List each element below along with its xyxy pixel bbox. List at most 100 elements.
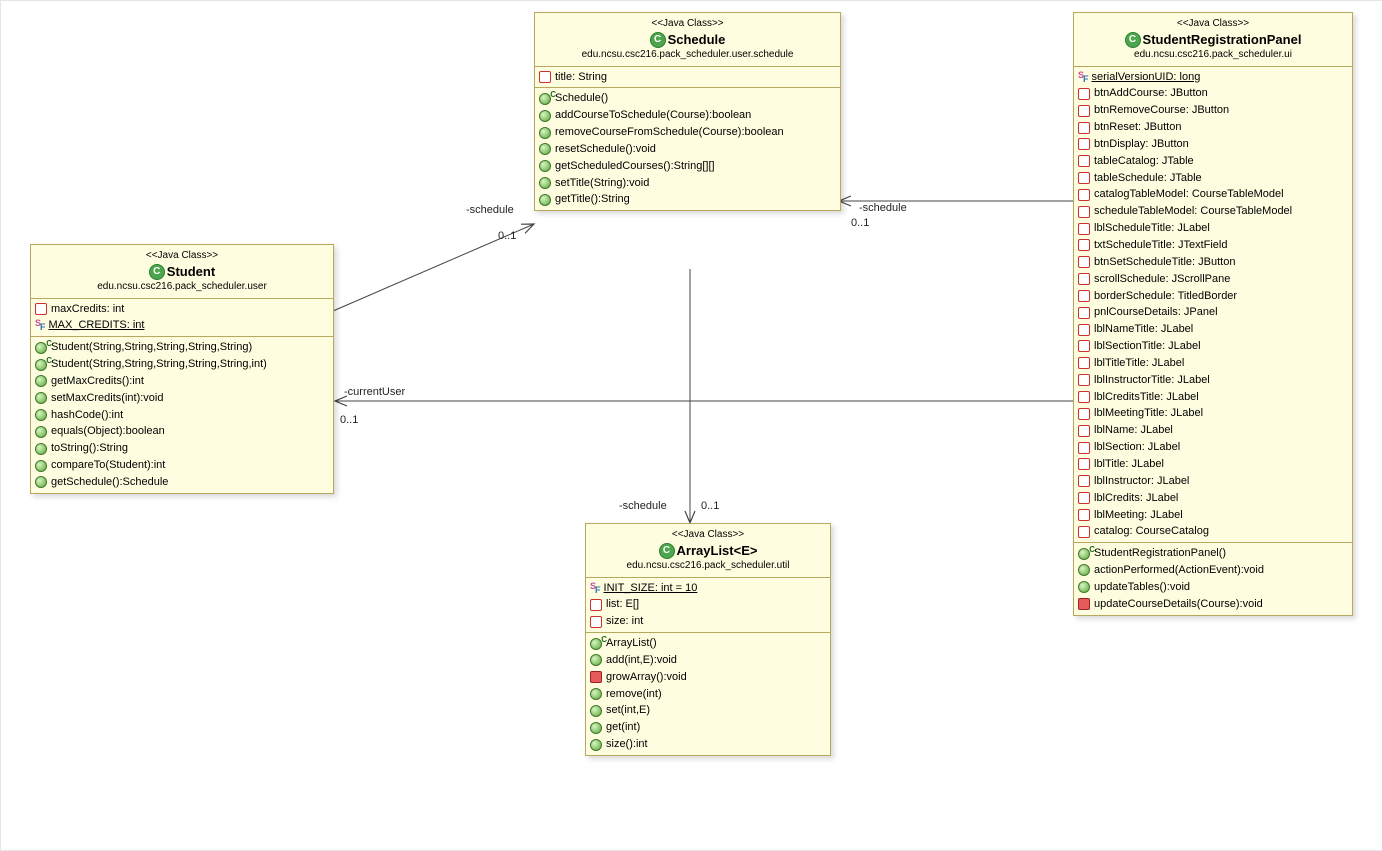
- package-text: edu.ncsu.csc216.pack_scheduler.util: [592, 559, 824, 573]
- attr-text: catalog: CourseCatalog: [1094, 524, 1209, 539]
- op-row: getTitle():String: [539, 191, 836, 208]
- op-text: ArrayList(): [606, 636, 657, 651]
- attr-row: lblInstructor: JLabel: [1078, 473, 1348, 490]
- class-header: <<Java Class>>CStudentRegistrationPanele…: [1074, 13, 1352, 66]
- class-arraylist: <<Java Class>>CArrayList<E>edu.ncsu.csc2…: [585, 523, 831, 756]
- attr-row: tableCatalog: JTable: [1078, 153, 1348, 170]
- op-row: Schedule(): [539, 90, 836, 107]
- attr-row: lblCredits: JLabel: [1078, 490, 1348, 507]
- attr-row: size: int: [590, 613, 826, 630]
- op-text: Student(String,String,String,String,Stri…: [51, 340, 252, 355]
- attr-text: lblNameTitle: JLabel: [1094, 322, 1193, 337]
- attr-row: serialVersionUID: long: [1078, 69, 1348, 86]
- op-text: getTitle():String: [555, 192, 630, 207]
- attr-text: MAX_CREDITS: int: [49, 318, 145, 333]
- op-row: updateTables():void: [1078, 579, 1348, 596]
- association-multiplicity: 0..1: [340, 414, 358, 426]
- attr-text: lblInstructorTitle: JLabel: [1094, 373, 1210, 388]
- op-row: equals(Object):boolean: [35, 423, 329, 440]
- association-multiplicity: 0..1: [701, 500, 719, 512]
- class-name: CStudent: [37, 263, 327, 281]
- attr-text: btnAddCourse: JButton: [1094, 86, 1208, 101]
- attr-text: borderSchedule: TitledBorder: [1094, 289, 1237, 304]
- ops-section: ArrayList()add(int,E):voidgrowArray():vo…: [586, 632, 830, 755]
- attr-row: btnSetScheduleTitle: JButton: [1078, 254, 1348, 271]
- op-text: addCourseToSchedule(Course):boolean: [555, 108, 751, 123]
- op-text: growArray():void: [606, 670, 687, 685]
- attr-text: list: E[]: [606, 597, 639, 612]
- op-text: updateCourseDetails(Course):void: [1094, 597, 1263, 612]
- op-text: StudentRegistrationPanel(): [1094, 546, 1226, 561]
- attr-row: MAX_CREDITS: int: [35, 317, 329, 334]
- op-row: toString():String: [35, 440, 329, 457]
- attr-text: catalogTableModel: CourseTableModel: [1094, 187, 1284, 202]
- class-header: <<Java Class>>CScheduleedu.ncsu.csc216.p…: [535, 13, 840, 66]
- op-row: updateCourseDetails(Course):void: [1078, 596, 1348, 613]
- op-row: hashCode():int: [35, 407, 329, 424]
- attr-text: lblCredits: JLabel: [1094, 491, 1178, 506]
- package-text: edu.ncsu.csc216.pack_scheduler.user.sche…: [541, 48, 834, 62]
- op-row: actionPerformed(ActionEvent):void: [1078, 562, 1348, 579]
- attr-row: lblCreditsTitle: JLabel: [1078, 389, 1348, 406]
- attr-row: btnReset: JButton: [1078, 119, 1348, 136]
- attr-row: catalog: CourseCatalog: [1078, 523, 1348, 540]
- op-row: removeCourseFromSchedule(Course):boolean: [539, 124, 836, 141]
- op-text: remove(int): [606, 687, 662, 702]
- op-text: size():int: [606, 737, 648, 752]
- attr-text: lblSectionTitle: JLabel: [1094, 339, 1201, 354]
- attr-text: lblName: JLabel: [1094, 423, 1173, 438]
- op-text: actionPerformed(ActionEvent):void: [1094, 563, 1264, 578]
- ops-section: Schedule()addCourseToSchedule(Course):bo…: [535, 87, 840, 210]
- attr-row: lblMeeting: JLabel: [1078, 507, 1348, 524]
- op-text: setMaxCredits(int):void: [51, 391, 163, 406]
- attr-row: INIT_SIZE: int = 10: [590, 580, 826, 597]
- association-role-label: -currentUser: [344, 386, 405, 398]
- op-text: resetSchedule():void: [555, 142, 656, 157]
- association-multiplicity: 0..1: [851, 217, 869, 229]
- attr-text: lblSection: JLabel: [1094, 440, 1180, 455]
- association-multiplicity: 0..1: [498, 230, 516, 242]
- attr-row: btnDisplay: JButton: [1078, 136, 1348, 153]
- class-header: <<Java Class>>CStudentedu.ncsu.csc216.pa…: [31, 245, 333, 298]
- op-text: toString():String: [51, 441, 128, 456]
- attr-text: lblInstructor: JLabel: [1094, 474, 1189, 489]
- attr-row: borderSchedule: TitledBorder: [1078, 288, 1348, 305]
- attr-text: size: int: [606, 614, 643, 629]
- association-role-label: -schedule: [466, 204, 514, 216]
- class-name: CArrayList<E>: [592, 542, 824, 560]
- attr-text: lblCreditsTitle: JLabel: [1094, 390, 1199, 405]
- class-name: CSchedule: [541, 31, 834, 49]
- op-row: remove(int): [590, 686, 826, 703]
- op-row: getMaxCredits():int: [35, 373, 329, 390]
- attr-text: scrollSchedule: JScrollPane: [1094, 272, 1230, 287]
- attrs-section: title: String: [535, 66, 840, 88]
- attrs-section: INIT_SIZE: int = 10list: E[] size: int: [586, 577, 830, 633]
- op-text: setTitle(String):void: [555, 176, 649, 191]
- attr-row: maxCredits: int: [35, 301, 329, 318]
- stereotype-text: <<Java Class>>: [1080, 17, 1346, 31]
- op-row: add(int,E):void: [590, 652, 826, 669]
- stereotype-text: <<Java Class>>: [592, 528, 824, 542]
- op-text: updateTables():void: [1094, 580, 1190, 595]
- package-text: edu.ncsu.csc216.pack_scheduler.user: [37, 280, 327, 294]
- op-text: equals(Object):boolean: [51, 424, 165, 439]
- class-icon: C: [659, 543, 675, 559]
- attr-row: lblNameTitle: JLabel: [1078, 321, 1348, 338]
- op-text: get(int): [606, 720, 640, 735]
- attr-row: tableSchedule: JTable: [1078, 170, 1348, 187]
- ops-section: Student(String,String,String,String,Stri…: [31, 336, 333, 493]
- association-role-label: -schedule: [619, 500, 667, 512]
- op-row: resetSchedule():void: [539, 141, 836, 158]
- attr-row: btnAddCourse: JButton: [1078, 85, 1348, 102]
- class-name-text: Schedule: [668, 32, 726, 47]
- op-text: getMaxCredits():int: [51, 374, 144, 389]
- stereotype-text: <<Java Class>>: [541, 17, 834, 31]
- op-text: hashCode():int: [51, 408, 123, 423]
- op-row: set(int,E): [590, 702, 826, 719]
- op-row: compareTo(Student):int: [35, 457, 329, 474]
- class-panel: <<Java Class>>CStudentRegistrationPanele…: [1073, 12, 1353, 616]
- class-schedule: <<Java Class>>CScheduleedu.ncsu.csc216.p…: [534, 12, 841, 211]
- attr-text: lblScheduleTitle: JLabel: [1094, 221, 1210, 236]
- attr-row: lblTitle: JLabel: [1078, 456, 1348, 473]
- attr-text: btnRemoveCourse: JButton: [1094, 103, 1229, 118]
